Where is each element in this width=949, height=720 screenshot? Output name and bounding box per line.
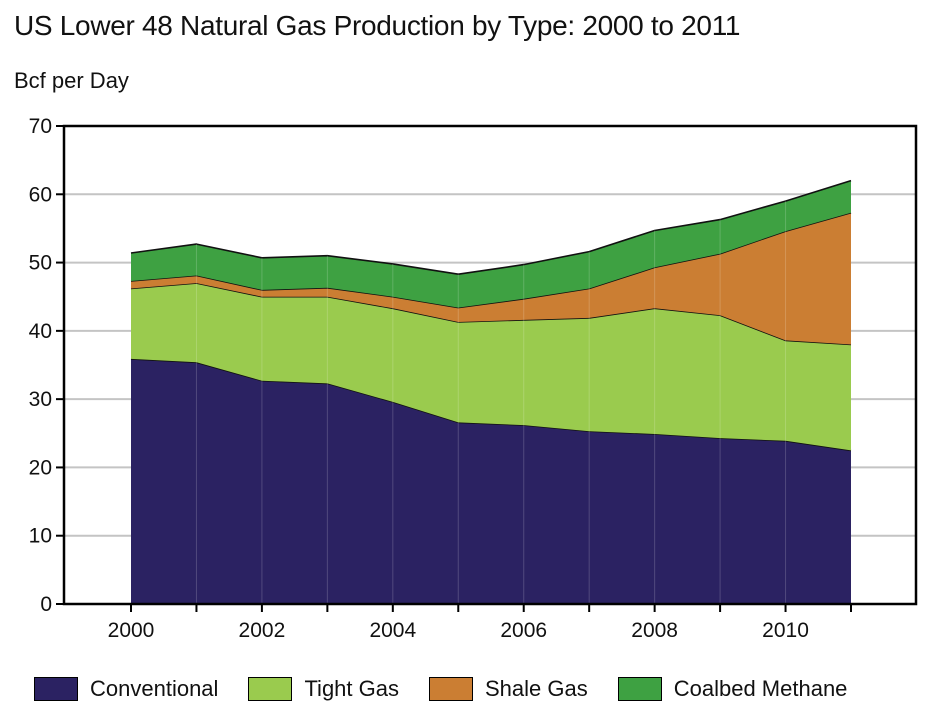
y-tick-label-50: 50	[29, 252, 52, 275]
y-tick-label-40: 40	[29, 320, 52, 343]
legend-label-coalbed-methane: Coalbed Methane	[673, 676, 848, 701]
area-edge-shale-gas	[130, 211, 852, 309]
x-tick-label-2006: 2006	[500, 619, 547, 642]
x-tick-label-2010: 2010	[762, 619, 809, 642]
legend-label-conventional: Conventional	[90, 676, 219, 701]
legend-label-tight-gas: Tight Gas	[304, 676, 399, 701]
axes: 0 10 20 30 40 50 60 70 2000 2002 2004 2006 2008 2010	[29, 115, 918, 642]
area-edge-tight-gas	[130, 282, 852, 346]
x-tick-label-2008: 2008	[631, 619, 678, 642]
y-tick-label-70: 70	[29, 115, 52, 138]
legend-item-conventional: Conventional	[34, 676, 218, 702]
legend-swatch-coalbed-methane	[617, 677, 662, 701]
legend-item-shale-gas: Shale Gas	[429, 676, 588, 702]
area-coalbed-methane	[131, 180, 851, 308]
x-tick-label-2000: 2000	[108, 619, 155, 642]
area-shale-gas	[131, 212, 851, 345]
y-tick-label-0: 0	[40, 593, 52, 616]
y-tick-label-60: 60	[29, 183, 52, 206]
plot-frame	[62, 124, 918, 606]
legend-item-coalbed-methane: Coalbed Methane	[617, 676, 848, 702]
y-tick-label-10: 10	[29, 525, 52, 548]
legend-swatch-shale-gas	[429, 677, 473, 701]
y-tick-label-30: 30	[29, 388, 52, 411]
area-series	[130, 179, 852, 604]
legend-swatch-tight-gas	[248, 677, 293, 701]
legend-swatch-conventional	[34, 677, 78, 701]
chart-title: US Lower 48 Natural Gas Production by Ty…	[14, 10, 741, 41]
area-edge-coalbed-methane	[130, 179, 852, 276]
legend-item-tight-gas: Tight Gas	[248, 676, 399, 702]
x-tick-label-2002: 2002	[239, 619, 286, 642]
x-tick-label-2004: 2004	[369, 619, 416, 642]
legend-label-shale-gas: Shale Gas	[485, 676, 588, 701]
y-tick-label-20: 20	[29, 456, 52, 479]
legend: Conventional Tight Gas Shale Gas Coalbed Me…	[34, 676, 877, 702]
area-conventional	[131, 358, 851, 604]
y-axis-label: Bcf per Day	[14, 68, 129, 93]
area-tight-gas	[131, 283, 851, 451]
